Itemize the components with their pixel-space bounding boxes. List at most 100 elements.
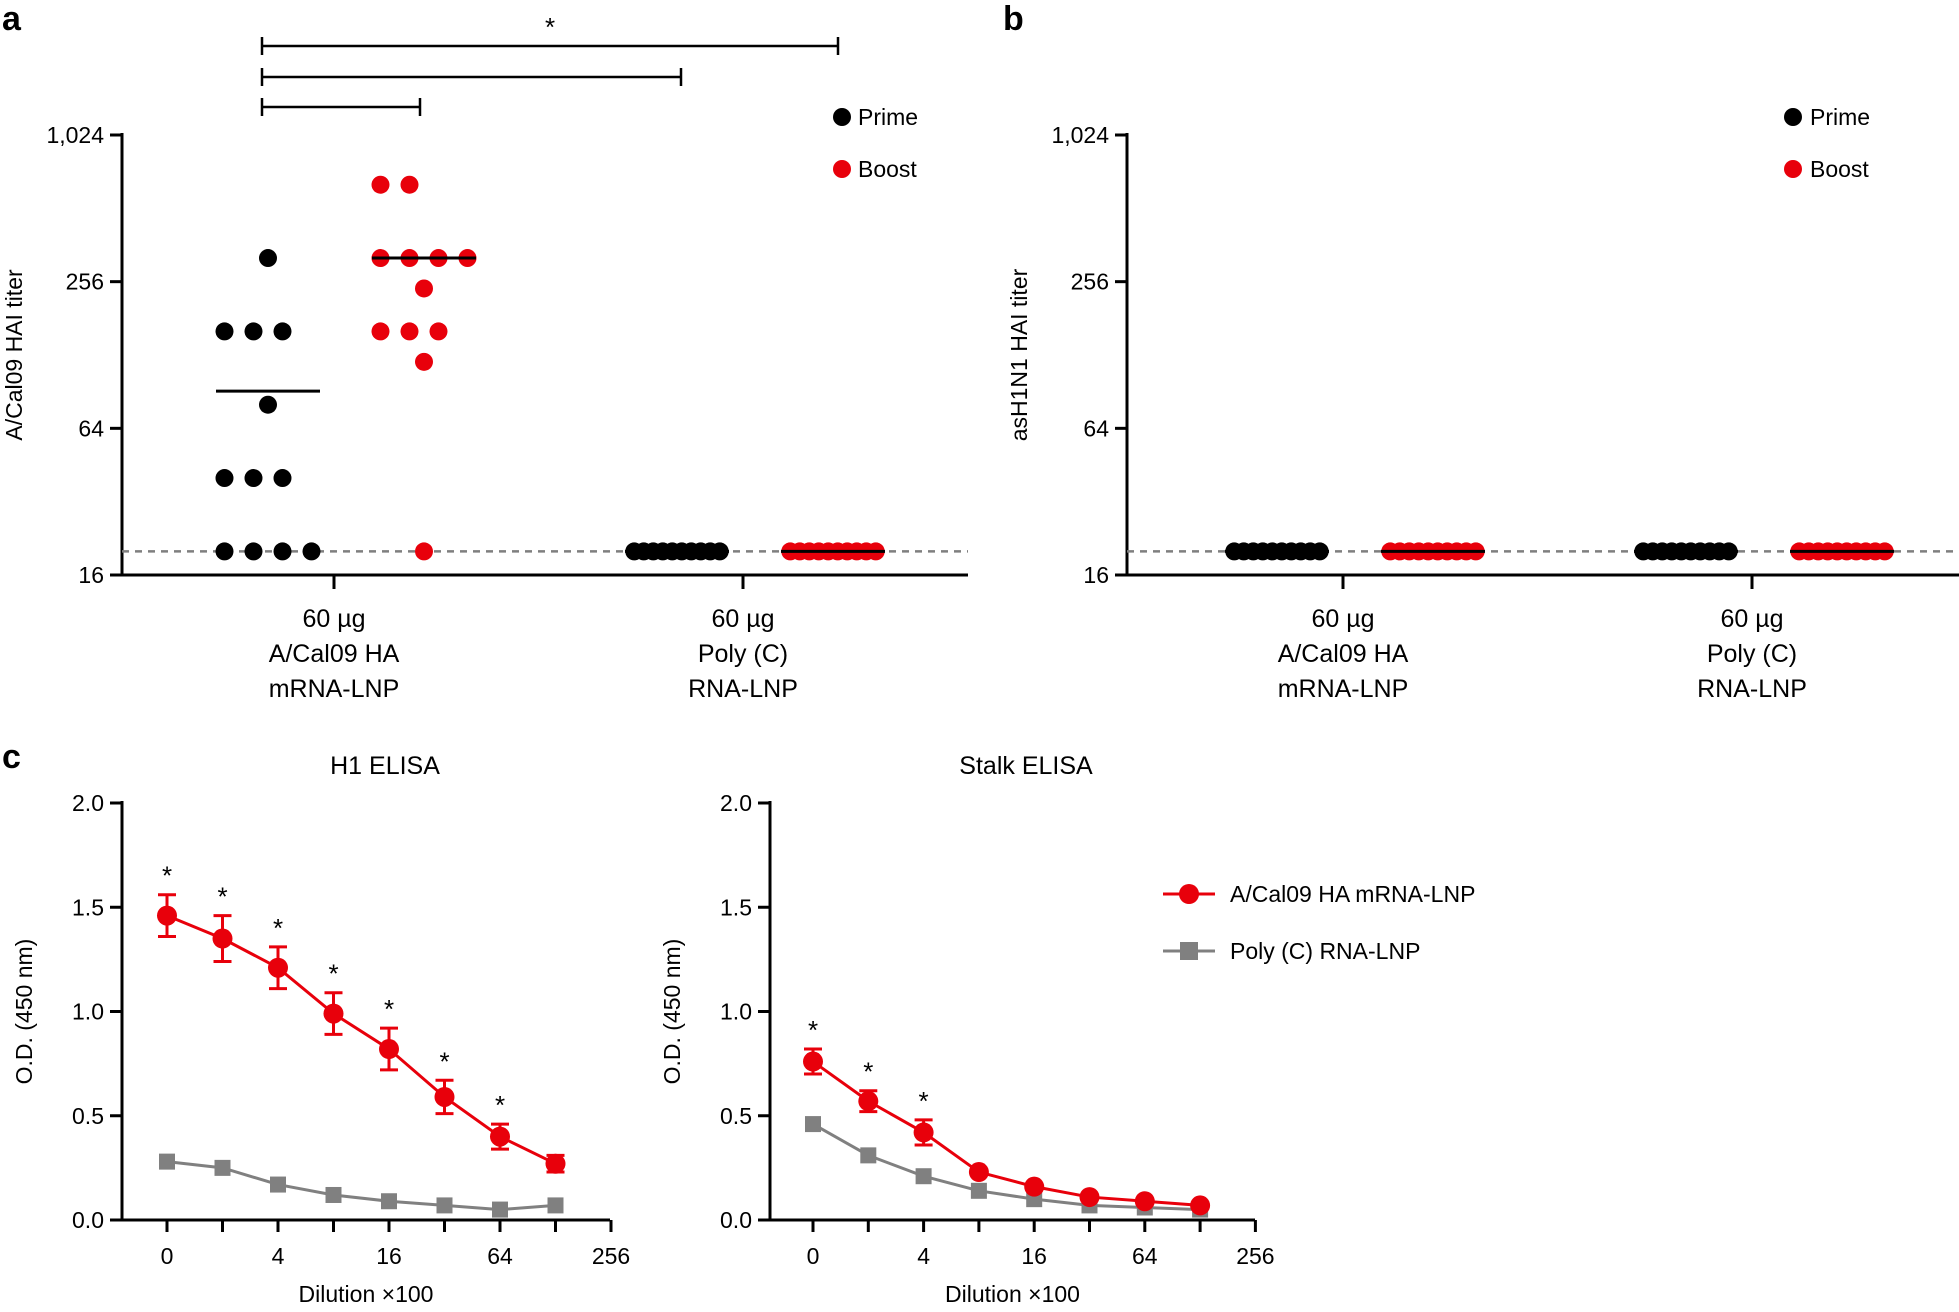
x-group-label: mRNA-LNP	[269, 675, 400, 703]
polyc-point	[970, 1182, 987, 1199]
x-tick-label: 16	[1021, 1243, 1047, 1269]
prime-point	[302, 542, 321, 561]
x-group-label: mRNA-LNP	[1278, 675, 1409, 703]
hamrna-point	[1190, 1195, 1211, 1216]
x-group-label: Poly (C)	[698, 640, 788, 668]
polyc-point	[492, 1201, 508, 1218]
polyc-series-line	[812, 1122, 1201, 1212]
boost-point	[415, 352, 433, 371]
boost-point	[371, 322, 390, 341]
legend-a: Prime Boost	[833, 104, 918, 182]
y-tick-label: 1.0	[720, 999, 752, 1025]
significance-star: *	[919, 1086, 929, 1116]
hamrna-point	[803, 1051, 823, 1072]
legend-boost-label: Boost	[1810, 156, 1869, 182]
x-group-label: A/Cal09 HA	[269, 640, 400, 668]
hamrna-point	[212, 928, 233, 949]
hamrna-point	[913, 1122, 934, 1143]
polyc-point	[270, 1176, 286, 1193]
polyc-point	[805, 1116, 821, 1133]
significance-star: *	[495, 1090, 505, 1120]
legend-prime-label: Prime	[858, 104, 918, 130]
y-axis-label: O.D. (450 nm)	[11, 939, 37, 1085]
prime-point	[273, 542, 292, 561]
prime-point	[259, 395, 277, 414]
x-tick-label: 0	[161, 1243, 174, 1269]
y-tick-label: 256	[66, 269, 104, 295]
legend-c: A/Cal09 HA mRNA-LNP Poly (C) RNA-LNP	[1163, 881, 1475, 964]
significance-star: *	[384, 994, 394, 1024]
hamrna-point	[1134, 1191, 1155, 1212]
x-group-label: RNA-LNP	[1697, 675, 1807, 703]
boost-point	[371, 175, 390, 194]
hamrna-point	[434, 1086, 455, 1107]
boost-point	[415, 279, 433, 298]
y-tick-label: 64	[78, 415, 104, 441]
significance-star: *	[439, 1046, 449, 1076]
y-tick-label: 2.0	[72, 790, 104, 816]
y-tick-label: 1.5	[720, 894, 752, 920]
legend-polyc-label: Poly (C) RNA-LNP	[1230, 938, 1420, 964]
hamrna-point	[1024, 1176, 1045, 1197]
boost-point	[400, 175, 419, 194]
x-group-label: RNA-LNP	[688, 675, 798, 703]
panel-b-hai-ash1n1: 16 64 256 1,024 asH1N1 HAI titer 60 µg A/Cal09…	[1006, 122, 1959, 703]
polyc-point	[159, 1153, 175, 1170]
y-tick-label: 1,024	[46, 122, 104, 148]
chart-title: H1 ELISA	[330, 752, 440, 780]
y-tick-label: 0.0	[720, 1207, 752, 1233]
x-axis-label: Dilution ×100	[299, 1281, 434, 1307]
x-tick-label: 4	[272, 1243, 285, 1269]
prime-point	[215, 469, 234, 488]
y-axis-label: A/Cal09 HAI titer	[1, 269, 27, 441]
hamrna-series-line	[166, 914, 557, 1166]
y-tick-label: 1,024	[1051, 122, 1109, 148]
x-group-label: 60 µg	[711, 605, 774, 633]
legend-prime-marker	[1784, 108, 1802, 126]
hamrna-point	[157, 905, 177, 926]
hamrna-point	[858, 1091, 879, 1112]
y-tick-label: 1.5	[72, 894, 104, 920]
y-tick-label: 16	[78, 562, 104, 588]
x-tick-label: 64	[1132, 1243, 1158, 1269]
polyc-point	[547, 1197, 564, 1214]
y-tick-label: 256	[1071, 269, 1109, 295]
prime-point	[215, 542, 234, 561]
hamrna-point	[1079, 1187, 1100, 1208]
y-axis-label: O.D. (450 nm)	[659, 939, 685, 1085]
panel-letter-a: a	[2, 0, 22, 38]
prime-point	[244, 542, 263, 561]
x-tick-label: 256	[1236, 1243, 1274, 1269]
y-tick-label: 16	[1083, 562, 1109, 588]
y-tick-label: 0.0	[72, 1207, 104, 1233]
x-group-label: 60 µg	[1311, 605, 1374, 633]
hamrna-point	[490, 1126, 510, 1147]
x-axis-label: Dilution ×100	[945, 1281, 1080, 1307]
x-tick-label: 16	[376, 1243, 402, 1269]
significance-star: *	[217, 882, 227, 912]
y-tick-label: 0.5	[720, 1103, 752, 1129]
legend-hamrna-label: A/Cal09 HA mRNA-LNP	[1230, 881, 1475, 907]
x-tick-label: 256	[592, 1243, 630, 1269]
significance-star: *	[273, 913, 283, 943]
polyc-point	[214, 1159, 231, 1176]
y-tick-label: 1.0	[72, 999, 104, 1025]
y-tick-label: 64	[1083, 415, 1109, 441]
legend-b: Prime Boost	[1784, 104, 1870, 182]
panel-c-h1-elisa: H1 ELISA 0.0 0.5 1.0 1.5 2.0 0 4 16 64 256 Dilution…	[11, 752, 630, 1307]
significance-star: *	[162, 861, 172, 891]
prime-point	[273, 469, 292, 488]
prime-point	[215, 322, 234, 341]
hamrna-point	[323, 1003, 344, 1024]
x-group-label: 60 µg	[1720, 605, 1783, 633]
polyc-point	[381, 1193, 397, 1210]
hamrna-point	[545, 1153, 566, 1174]
y-tick-label: 0.5	[72, 1103, 104, 1129]
y-tick-label: 2.0	[720, 790, 752, 816]
significance-star: *	[545, 12, 555, 42]
legend-hamrna-marker	[1179, 884, 1199, 904]
panel-c-stalk-elisa: Stalk ELISA 0.0 0.5 1.0 1.5 2.0 0 4 16 64 256 Dilut…	[659, 752, 1275, 1307]
legend-boost-marker	[1784, 160, 1802, 178]
x-tick-label: 4	[917, 1243, 930, 1269]
boost-point	[429, 322, 448, 341]
